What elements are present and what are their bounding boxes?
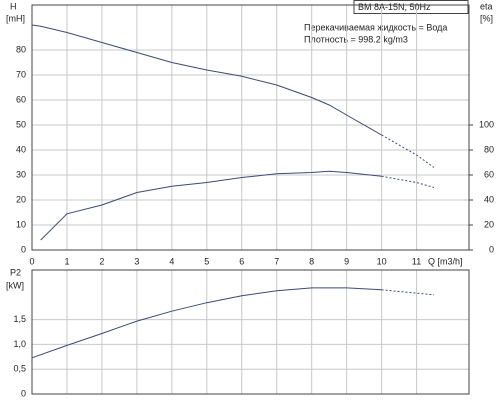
x-tick-label: 8 xyxy=(309,256,314,266)
y2-tick-label: 100 xyxy=(479,119,494,129)
y-tick-label: 20 xyxy=(16,194,26,204)
curve xyxy=(381,134,435,168)
y-unit: [kW] xyxy=(6,280,24,290)
curve xyxy=(40,170,382,241)
y2-tick-label: 40 xyxy=(484,194,494,204)
y-tick-label: 0 xyxy=(21,388,26,398)
curve xyxy=(381,175,435,188)
annotation: Перекачиваемая жидкость = Вода xyxy=(304,22,447,32)
plot-frame xyxy=(31,269,470,395)
y-tick-label: 10 xyxy=(16,219,26,229)
y-tick-label: 1,0 xyxy=(13,339,26,349)
x-tick-label: 2 xyxy=(99,256,104,266)
y-tick-label: 0,5 xyxy=(13,364,26,374)
curve xyxy=(381,289,435,296)
y2-tick-label: 80 xyxy=(484,144,494,154)
y-tick-label: 80 xyxy=(16,44,26,54)
curve xyxy=(31,24,382,136)
y-tick-label: 70 xyxy=(16,69,26,79)
x-label: Q [m3/h] xyxy=(428,256,463,266)
y2-tick-label: 60 xyxy=(484,169,494,179)
y2-tick-label: 0 xyxy=(489,244,494,254)
x-tick-label: 7 xyxy=(274,256,279,266)
y2-tick-label: 20 xyxy=(484,219,494,229)
y-tick-label: 60 xyxy=(16,94,26,104)
x-tick-label: 3 xyxy=(134,256,139,266)
y-tick-label: 0 xyxy=(21,244,26,254)
x-tick-label: 10 xyxy=(377,256,387,266)
y-tick-label: 30 xyxy=(16,169,26,179)
title-box xyxy=(353,0,469,14)
y-tick-label: 50 xyxy=(16,119,26,129)
curve xyxy=(31,287,382,359)
x-tick-label: 1 xyxy=(64,256,69,266)
x-tick-label: 4 xyxy=(169,256,174,266)
y2-unit: [%] xyxy=(480,13,493,23)
annotation: Плотность = 998.2 kg/m3 xyxy=(304,34,408,44)
y-tick-label: 40 xyxy=(16,144,26,154)
y-unit: [mH] xyxy=(6,13,25,23)
x-tick-label: 6 xyxy=(239,256,244,266)
x-tick-label: 11 xyxy=(412,256,421,266)
y-label: H xyxy=(10,1,17,11)
chart-title: BM 8A-15N, 50Hz xyxy=(358,2,431,12)
plot-frame xyxy=(31,4,470,251)
x-tick-label: 9 xyxy=(344,256,349,266)
y-label: P2 xyxy=(10,267,21,277)
y-tick-label: 1,5 xyxy=(13,314,26,324)
x-tick-label: 5 xyxy=(204,256,209,266)
x-tick-label: 0 xyxy=(29,256,34,266)
y2-label: eta xyxy=(480,1,493,11)
